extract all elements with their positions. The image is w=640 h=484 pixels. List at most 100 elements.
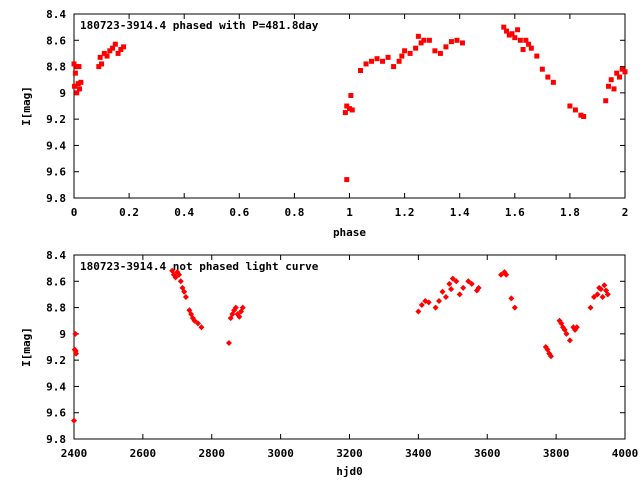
data-point: [599, 294, 606, 301]
y-tick-label: 9: [59, 87, 66, 100]
data-point: [101, 50, 107, 56]
data-point: [503, 271, 510, 278]
data-point: [342, 110, 348, 116]
data-point: [517, 37, 523, 43]
x-tick-label: 3000: [267, 447, 294, 460]
data-point: [374, 56, 380, 62]
data-point: [547, 353, 554, 360]
data-point: [413, 45, 419, 51]
data-point: [347, 106, 352, 112]
data-point: [72, 347, 79, 354]
data-point: [459, 40, 465, 46]
data-point: [421, 37, 427, 43]
data-point: [567, 103, 573, 109]
data-point: [72, 330, 79, 337]
data-point: [511, 304, 518, 311]
data-point: [232, 304, 239, 311]
data-point: [99, 61, 105, 67]
data-point: [418, 40, 424, 46]
data-point: [604, 291, 611, 298]
data-point: [460, 284, 467, 291]
data-point: [118, 46, 124, 52]
data-point: [619, 66, 625, 72]
x-tick-label: 3400: [405, 447, 432, 460]
x-tick-label: 1: [346, 206, 353, 219]
data-point: [396, 58, 402, 64]
x-tick-label: 0.6: [229, 206, 249, 219]
y-tick-label: 8.4: [46, 249, 66, 262]
data-point: [115, 50, 121, 56]
x-axis-label: phase: [333, 226, 366, 239]
data-point: [426, 37, 432, 43]
data-point: [181, 288, 188, 295]
data-point: [443, 44, 449, 50]
x-tick-label: 1.8: [560, 206, 580, 219]
data-point: [526, 41, 532, 47]
x-tick-label: 0.2: [119, 206, 139, 219]
data-point: [344, 177, 350, 183]
data-point: [454, 37, 460, 43]
data-point: [573, 324, 580, 331]
y-tick-label: 9.8: [46, 433, 66, 446]
data-point: [591, 294, 598, 301]
x-tick-label: 0.8: [284, 206, 304, 219]
y-tick-label: 9.4: [46, 380, 66, 393]
data-point: [112, 41, 118, 47]
data-point: [601, 282, 608, 289]
x-tick-label: 1.6: [505, 206, 525, 219]
data-point: [358, 68, 364, 74]
y-tick-label: 8.8: [46, 302, 66, 315]
plot-frame: [73, 254, 626, 440]
data-point: [77, 86, 83, 92]
chart-title: 180723-3914.4 phased with P=481.8day: [80, 19, 319, 32]
data-point: [504, 28, 510, 34]
data-point: [611, 86, 617, 92]
data-point: [614, 70, 620, 76]
y-tick-label: 8.6: [46, 34, 66, 47]
phased-light-curve-panel: 0 0.2 0.4 0.6 0.8 1 1.2 1.4 1.6 1.8 2 8.4 8.6 8.8 9 9.2…: [20, 8, 628, 239]
y-tick-label: 9.4: [46, 139, 66, 152]
data-point: [465, 278, 472, 285]
y-axis-label: I[mag]: [20, 86, 33, 126]
data-point: [512, 35, 518, 41]
data-point: [605, 83, 611, 89]
plot-frame: [73, 13, 626, 199]
data-point: [121, 44, 127, 50]
data-point: [437, 50, 443, 56]
x-tick-label: 1.4: [450, 206, 470, 219]
data-point: [432, 48, 438, 54]
data-point: [436, 298, 443, 304]
data-point: [348, 92, 354, 98]
data-point: [581, 114, 587, 120]
data-point: [418, 301, 425, 308]
data-point: [236, 313, 243, 320]
data-point: [432, 304, 439, 311]
data-point: [194, 320, 201, 327]
y-tick-label: 9: [59, 328, 66, 341]
x-tick-label: 2800: [199, 447, 226, 460]
x-tick-label: 2600: [130, 447, 157, 460]
x-axis-label: hjd0: [336, 465, 363, 478]
data-point: [534, 53, 540, 59]
data-point: [415, 33, 421, 39]
data-point: [72, 83, 78, 89]
data-point: [506, 32, 512, 38]
data-point: [616, 74, 622, 80]
data-point: [182, 294, 189, 301]
data-point: [501, 24, 507, 30]
x-tick-label: 3200: [336, 447, 363, 460]
data-point: [380, 58, 386, 64]
data-point: [96, 64, 102, 70]
y-axis-label: I[mag]: [20, 327, 33, 367]
data-point: [415, 308, 422, 315]
y-tick-label: 9.2: [46, 354, 66, 367]
data-point: [71, 417, 77, 424]
data-point: [448, 39, 454, 45]
data-point: [344, 103, 350, 109]
data-point: [107, 48, 113, 54]
data-point: [399, 53, 405, 59]
data-point: [528, 45, 534, 51]
data-point: [402, 48, 408, 54]
